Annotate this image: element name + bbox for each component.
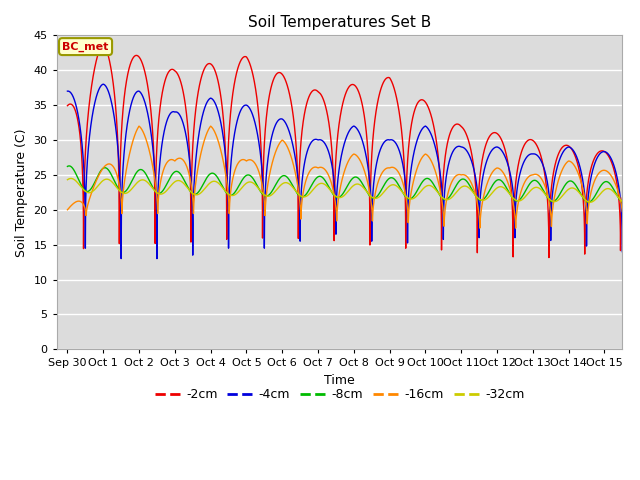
-16cm bbox=[135, 123, 143, 129]
-16cm bbox=[63, 207, 71, 213]
-2cm bbox=[99, 40, 107, 46]
-8cm bbox=[297, 194, 305, 200]
-2cm bbox=[602, 149, 609, 155]
-32cm bbox=[467, 187, 474, 192]
-4cm bbox=[328, 159, 335, 165]
-4cm bbox=[297, 196, 305, 202]
-16cm bbox=[328, 180, 335, 185]
-2cm bbox=[63, 103, 71, 108]
-4cm bbox=[467, 156, 475, 162]
X-axis label: Time: Time bbox=[324, 374, 355, 387]
-8cm bbox=[602, 179, 609, 184]
-4cm bbox=[301, 156, 309, 162]
Title: Soil Temperatures Set B: Soil Temperatures Set B bbox=[248, 15, 431, 30]
Line: -8cm: -8cm bbox=[67, 166, 622, 202]
-16cm bbox=[602, 168, 609, 173]
-2cm bbox=[545, 255, 553, 261]
-32cm bbox=[618, 199, 626, 204]
-16cm bbox=[301, 180, 309, 186]
-2cm bbox=[297, 143, 305, 148]
-32cm bbox=[63, 177, 71, 182]
Line: -16cm: -16cm bbox=[67, 126, 622, 228]
-8cm bbox=[467, 184, 474, 190]
-4cm bbox=[117, 256, 125, 262]
-4cm bbox=[602, 149, 609, 155]
-8cm bbox=[65, 163, 73, 169]
-8cm bbox=[328, 189, 335, 194]
-32cm bbox=[67, 176, 75, 181]
-8cm bbox=[618, 199, 626, 205]
-2cm bbox=[467, 146, 474, 152]
Text: BC_met: BC_met bbox=[62, 41, 109, 52]
-2cm bbox=[301, 108, 309, 113]
-16cm bbox=[467, 179, 474, 185]
Line: -4cm: -4cm bbox=[67, 84, 622, 259]
Y-axis label: Soil Temperature (C): Soil Temperature (C) bbox=[15, 128, 28, 257]
-16cm bbox=[574, 170, 582, 176]
-16cm bbox=[512, 225, 520, 231]
Legend: -2cm, -4cm, -8cm, -16cm, -32cm: -2cm, -4cm, -8cm, -16cm, -32cm bbox=[150, 383, 529, 406]
-2cm bbox=[328, 140, 335, 145]
-4cm bbox=[574, 157, 582, 163]
-32cm bbox=[602, 186, 609, 192]
Line: -32cm: -32cm bbox=[67, 179, 622, 202]
-32cm bbox=[574, 188, 582, 194]
-16cm bbox=[297, 211, 305, 217]
-8cm bbox=[301, 192, 309, 198]
-4cm bbox=[618, 249, 626, 254]
-16cm bbox=[618, 209, 626, 215]
-8cm bbox=[63, 164, 71, 169]
-32cm bbox=[297, 193, 305, 199]
-4cm bbox=[63, 88, 71, 94]
Line: -2cm: -2cm bbox=[67, 43, 622, 258]
-32cm bbox=[301, 194, 309, 200]
-4cm bbox=[99, 81, 107, 87]
-32cm bbox=[328, 189, 335, 194]
-32cm bbox=[586, 199, 594, 205]
-2cm bbox=[574, 162, 582, 168]
-2cm bbox=[618, 195, 626, 201]
-8cm bbox=[574, 186, 582, 192]
